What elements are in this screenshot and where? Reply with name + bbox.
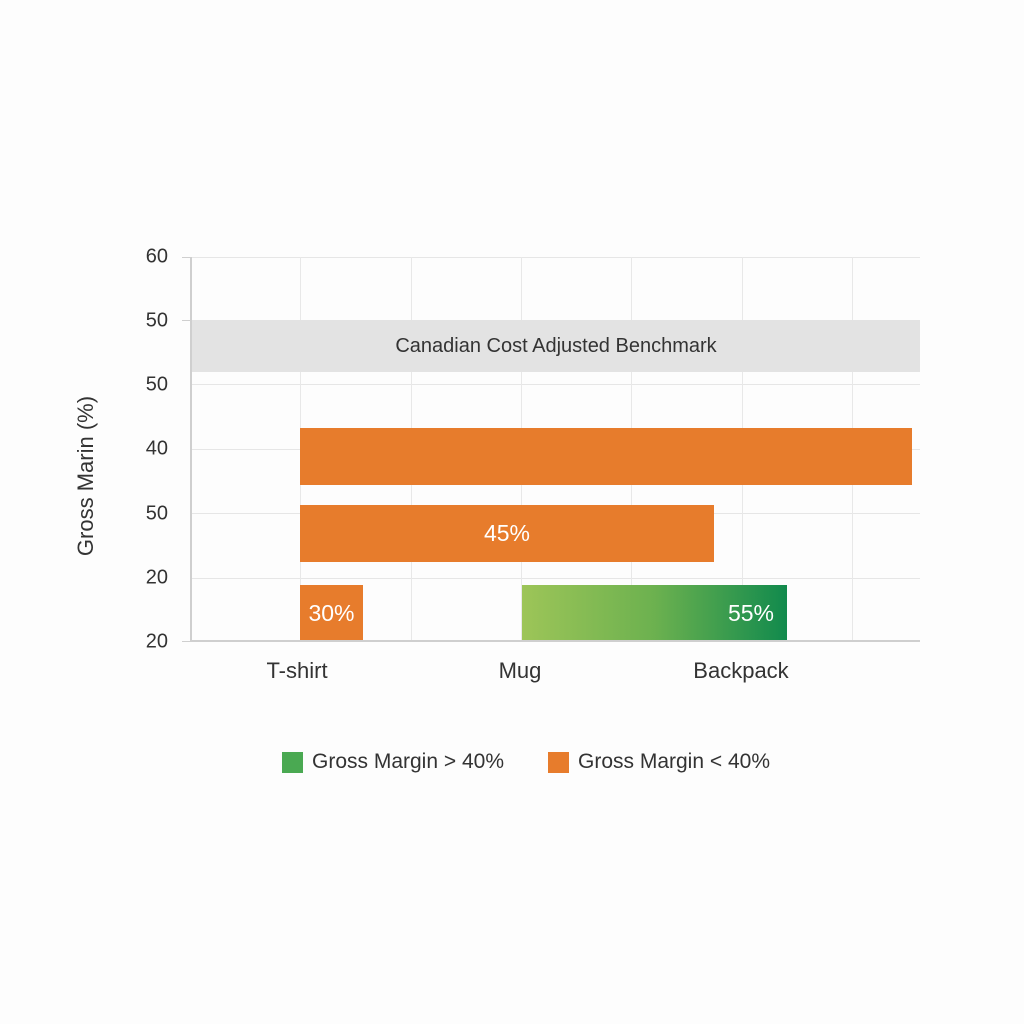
bar-value-label: 55% (727, 599, 774, 626)
legend: Gross Margin > 40% Gross Margin < 40% (282, 750, 770, 774)
y-axis (190, 257, 192, 641)
y-tick: 50 (145, 309, 168, 332)
y-tick: 20 (145, 566, 168, 589)
y-tick: 50 (145, 373, 168, 396)
legend-item-above-40: Gross Margin > 40% (282, 750, 504, 774)
green-swatch-icon (282, 751, 303, 773)
benchmark-band: Canadian Cost Adjusted Benchmark (192, 320, 920, 372)
x-tick: Mug (498, 658, 542, 683)
bar-tshirt: 30% (300, 585, 363, 641)
legend-label: Gross Margin < 40% (578, 750, 770, 773)
legend-item-below-40: Gross Margin < 40% (548, 750, 770, 774)
bar-value-label: 45% (483, 520, 531, 546)
y-tick: 20 (145, 630, 168, 653)
legend-label: Gross Margin > 40% (312, 750, 504, 773)
x-tick: Backpack (693, 658, 789, 683)
benchmark-label: Canadian Cost Adjusted Benchmark (395, 334, 717, 357)
bar-backpack: 55% (522, 585, 787, 641)
gridline (190, 257, 920, 258)
y-tick-mark (182, 320, 190, 321)
gridline (190, 384, 920, 385)
gridline (190, 578, 920, 579)
x-tick: T-shirt (266, 658, 328, 683)
orange-swatch-icon (548, 751, 569, 773)
y-tick-mark (182, 257, 190, 258)
y-tick: 50 (145, 502, 168, 525)
bar-value-label: 30% (308, 599, 355, 626)
bar-top (300, 428, 912, 485)
y-tick: 40 (145, 437, 168, 460)
plot-area: Canadian Cost Adjusted Benchmark 45% 30%… (190, 257, 920, 642)
y-tick: 60 (145, 245, 168, 268)
bar-middle: 45% (300, 505, 714, 562)
x-axis (190, 640, 920, 642)
y-axis-label: Gross Marin (%) (73, 395, 98, 557)
y-tick-mark (182, 641, 190, 642)
